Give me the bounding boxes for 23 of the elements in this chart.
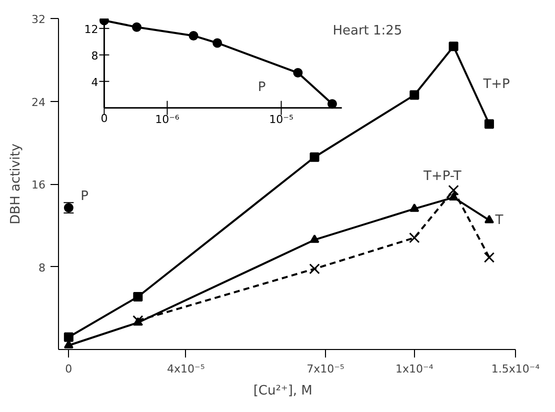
y-tick-label: 4 (91, 76, 98, 89)
x-tick-label: 0 (65, 362, 72, 376)
x-tick-label: 1x10⁻⁴ (396, 362, 434, 376)
series-label: T (494, 213, 504, 228)
x-tick-label: 10⁻⁶ (155, 112, 180, 126)
series-label: P (258, 80, 266, 95)
y-tick-label: 32 (32, 13, 46, 26)
series-label: T+P-T (422, 169, 462, 184)
series-label: P (80, 188, 89, 204)
annotation: Heart 1:25 (332, 23, 402, 38)
y-axis-title: DBH activity (8, 143, 24, 224)
y-tick-label: 24 (32, 96, 46, 109)
x-axis-title: [Cu²⁺], M (253, 384, 312, 398)
x-tick-label: 0 (100, 112, 108, 125)
x-tick-label: 1.5x10⁻⁴ (491, 362, 540, 376)
y-tick-label: 12 (84, 22, 98, 36)
x-tick-label: 10⁻⁵ (269, 112, 294, 126)
y-tick-label: 8 (38, 261, 46, 274)
series-label: T+P (482, 77, 510, 92)
x-tick-label: 4x10⁻⁵ (167, 362, 205, 376)
x-tick-label: 7x10⁻⁵ (306, 362, 344, 376)
y-tick-label: 16 (32, 178, 46, 192)
y-tick-label: 8 (91, 49, 98, 62)
